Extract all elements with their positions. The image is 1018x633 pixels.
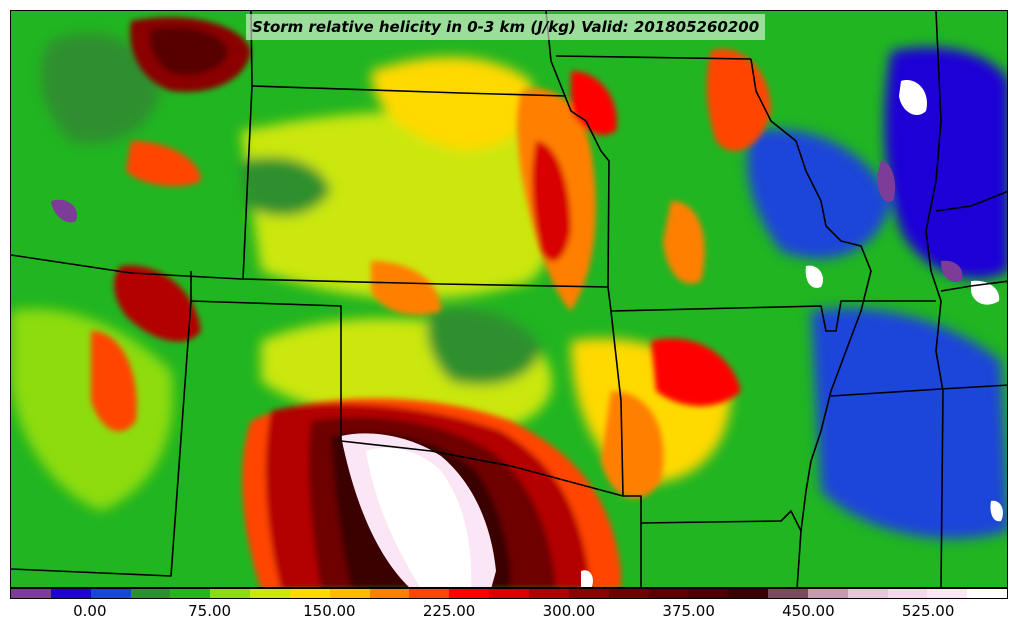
colorbar-segment [688,589,729,598]
colorbar-segment [11,589,51,598]
colorbar-segment [289,589,330,598]
colorbar-segment [50,589,91,598]
map-title: Storm relative helicity in 0-3 km (J/kg)… [246,14,766,40]
colorbar-segment [648,589,689,598]
colorbar-segment [489,589,529,598]
colorbar-tick-label: 150.00 [303,602,356,620]
colorbar-tick-labels: 0.00 75.00 150.00 225.00 300.00 375.00 450.00 5… [10,602,1008,626]
colorbar-segment [210,589,251,598]
colorbar-segment [369,589,410,598]
colorbar-tick-label: 225.00 [422,602,476,620]
colorbar-segment [768,589,808,598]
helicity-field [11,11,1007,587]
colorbar-tick-label: 75.00 [188,602,232,620]
colorbar-segment [608,589,649,598]
colorbar-segment [847,589,888,598]
colorbar-segment [927,589,968,598]
colorbar-segment [807,589,848,598]
colorbar-tick-label: 0.00 [73,602,107,620]
colorbar-segment [568,589,609,598]
colorbar-tick-label: 375.00 [662,602,715,620]
colorbar-segment [449,589,490,598]
colorbar-tick-label: 300.00 [542,602,596,620]
colorbar-segment [90,589,131,598]
colorbar-segment [967,589,1008,598]
state-boundaries [11,11,1007,587]
map-panel [10,10,1008,588]
colorbar-segment [887,589,928,598]
colorbar-segment [728,589,769,598]
colorbar-segment [250,589,290,598]
colorbar-segment [170,589,211,598]
colorbar-segment [130,589,171,598]
helicity-contour-map [11,11,1007,587]
colorbar-segment [329,589,370,598]
colorbar [10,588,1008,599]
colorbar-tick-label: 525.00 [901,602,955,620]
colorbar-segment [528,589,569,598]
colorbar-segment [409,589,450,598]
colorbar-tick-label: 450.00 [782,602,835,620]
